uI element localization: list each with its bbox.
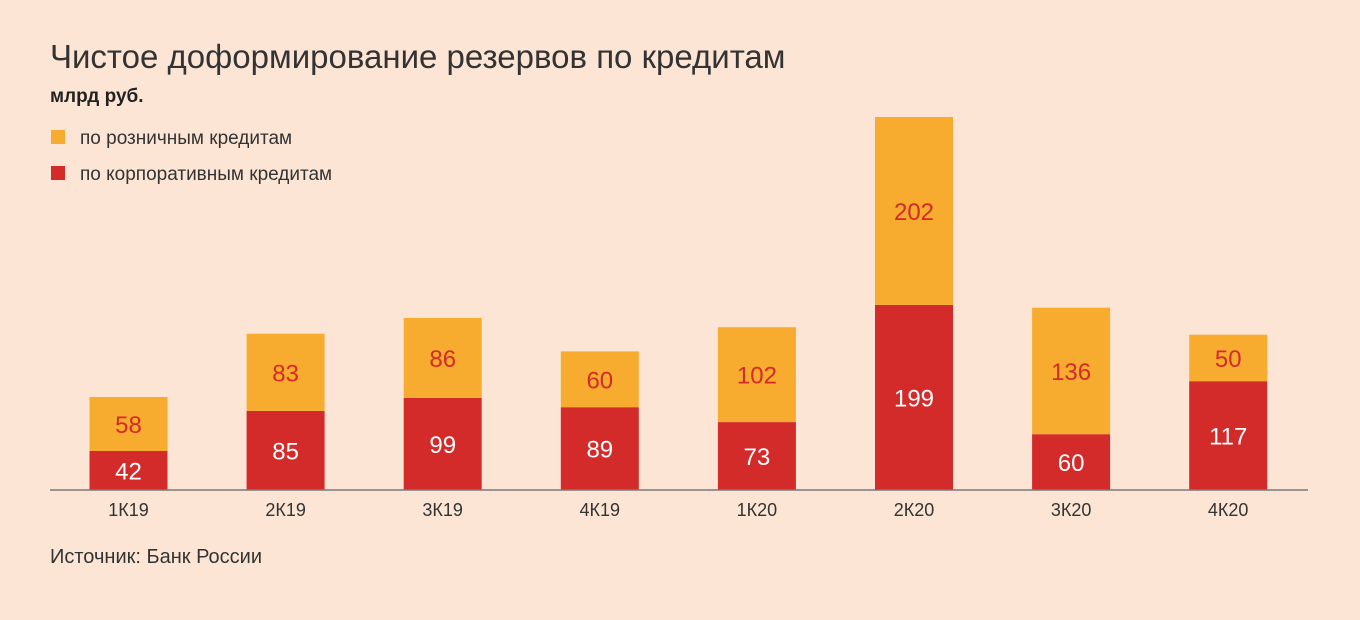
value-label-retail-3К19: 86 [429, 346, 456, 373]
value-label-corporate-2К20: 199 [894, 385, 934, 412]
value-label-corporate-4К20: 117 [1209, 424, 1247, 451]
legend-swatch-retail [51, 130, 65, 144]
x-tick-label-3К20: 3К20 [1051, 500, 1092, 520]
x-tick-label-2К19: 2К19 [265, 500, 306, 520]
bar-retail-1К19 [89, 397, 168, 451]
bars-group: 42 58 85 83 99 86 89 60 73 102 199 202 60 136 117 50 [89, 117, 1268, 490]
bar-retail-2К19 [246, 333, 325, 411]
value-label-retail-3К20: 136 [1051, 359, 1091, 386]
legend-label-retail: по розничным кредитам [80, 128, 292, 149]
chart-title: Чистое доформирование резервов по кредит… [50, 38, 785, 75]
source-note: Источник: Банк России [50, 546, 262, 568]
bar-corporate-3К19 [403, 397, 482, 490]
bar-corporate-2К20 [875, 304, 953, 490]
bar-retail-4К20 [1189, 334, 1268, 382]
bar-corporate-1К19 [89, 450, 168, 490]
legend-label-corporate: по корпоративным кредитам [80, 164, 332, 185]
value-label-retail-1К20: 102 [737, 363, 777, 390]
value-label-corporate-1К20: 73 [744, 444, 771, 471]
bar-corporate-4К19 [560, 407, 639, 490]
bar-corporate-3К20 [1032, 434, 1111, 490]
value-label-retail-1К19: 58 [115, 412, 142, 439]
x-tick-label-3К19: 3К19 [422, 500, 463, 520]
legend-swatch-corporate [51, 166, 65, 180]
value-label-retail-4К20: 50 [1215, 346, 1242, 373]
bar-corporate-1К20 [717, 422, 796, 490]
x-tick-label-4К20: 4К20 [1208, 500, 1249, 520]
bar-retail-1К20 [717, 327, 796, 423]
bar-retail-3К19 [403, 317, 482, 398]
value-label-corporate-2К19: 85 [272, 439, 299, 466]
x-tick-label-2К20: 2К20 [894, 500, 935, 520]
legend: по розничным кредитам по корпоративным к… [51, 128, 332, 185]
x-tick-label-4К19: 4К19 [580, 500, 621, 520]
bar-corporate-2К19 [246, 410, 325, 490]
value-label-retail-2К20: 202 [894, 199, 934, 226]
x-tick-labels: 1К19 2К19 3К19 4К19 1К20 2К20 3К20 4К20 [108, 500, 1248, 520]
bar-retail-4К19 [560, 351, 639, 408]
bar-retail-2К20 [875, 117, 953, 305]
x-tick-label-1К19: 1К19 [108, 500, 149, 520]
value-label-retail-4К19: 60 [586, 367, 613, 394]
value-label-corporate-3К19: 99 [429, 432, 456, 459]
bar-retail-3К20 [1032, 307, 1111, 435]
value-label-retail-2К19: 83 [272, 360, 299, 387]
x-tick-label-1К20: 1К20 [737, 500, 778, 520]
value-label-corporate-1К19: 42 [115, 459, 142, 486]
value-label-corporate-4К19: 89 [586, 437, 613, 464]
chart-subtitle: млрд руб. [50, 86, 144, 107]
value-label-corporate-3К20: 60 [1058, 450, 1085, 477]
bar-corporate-4К20 [1189, 381, 1268, 490]
